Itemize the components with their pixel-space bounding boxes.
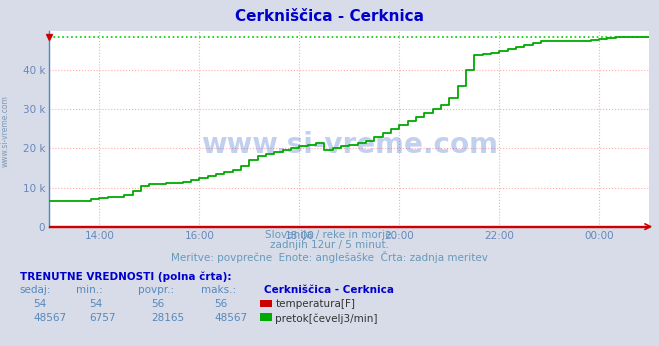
Text: Cerkniščica - Cerknica: Cerkniščica - Cerknica — [235, 9, 424, 24]
Text: Cerkniščica - Cerknica: Cerkniščica - Cerknica — [264, 285, 393, 295]
Text: 6757: 6757 — [89, 313, 115, 323]
Text: povpr.:: povpr.: — [138, 285, 175, 295]
Text: 28165: 28165 — [152, 313, 185, 323]
Text: 48567: 48567 — [33, 313, 66, 323]
Text: maks.:: maks.: — [201, 285, 236, 295]
Text: sedaj:: sedaj: — [20, 285, 51, 295]
Text: TRENUTNE VREDNOSTI (polna črta):: TRENUTNE VREDNOSTI (polna črta): — [20, 272, 231, 282]
Text: Meritve: povprečne  Enote: anglešaške  Črta: zadnja meritev: Meritve: povprečne Enote: anglešaške Črt… — [171, 251, 488, 263]
Text: Slovenija / reke in morje.: Slovenija / reke in morje. — [264, 230, 395, 240]
Text: zadnjih 12ur / 5 minut.: zadnjih 12ur / 5 minut. — [270, 240, 389, 251]
Text: pretok[čevelj3/min]: pretok[čevelj3/min] — [275, 313, 378, 324]
Text: www.si-vreme.com: www.si-vreme.com — [1, 95, 10, 167]
Text: www.si-vreme.com: www.si-vreme.com — [201, 130, 498, 158]
Text: 56: 56 — [214, 299, 227, 309]
Text: 56: 56 — [152, 299, 165, 309]
Text: temperatura[F]: temperatura[F] — [275, 299, 355, 309]
Text: 54: 54 — [33, 299, 46, 309]
Text: 48567: 48567 — [214, 313, 247, 323]
Text: 54: 54 — [89, 299, 102, 309]
Text: min.:: min.: — [76, 285, 103, 295]
